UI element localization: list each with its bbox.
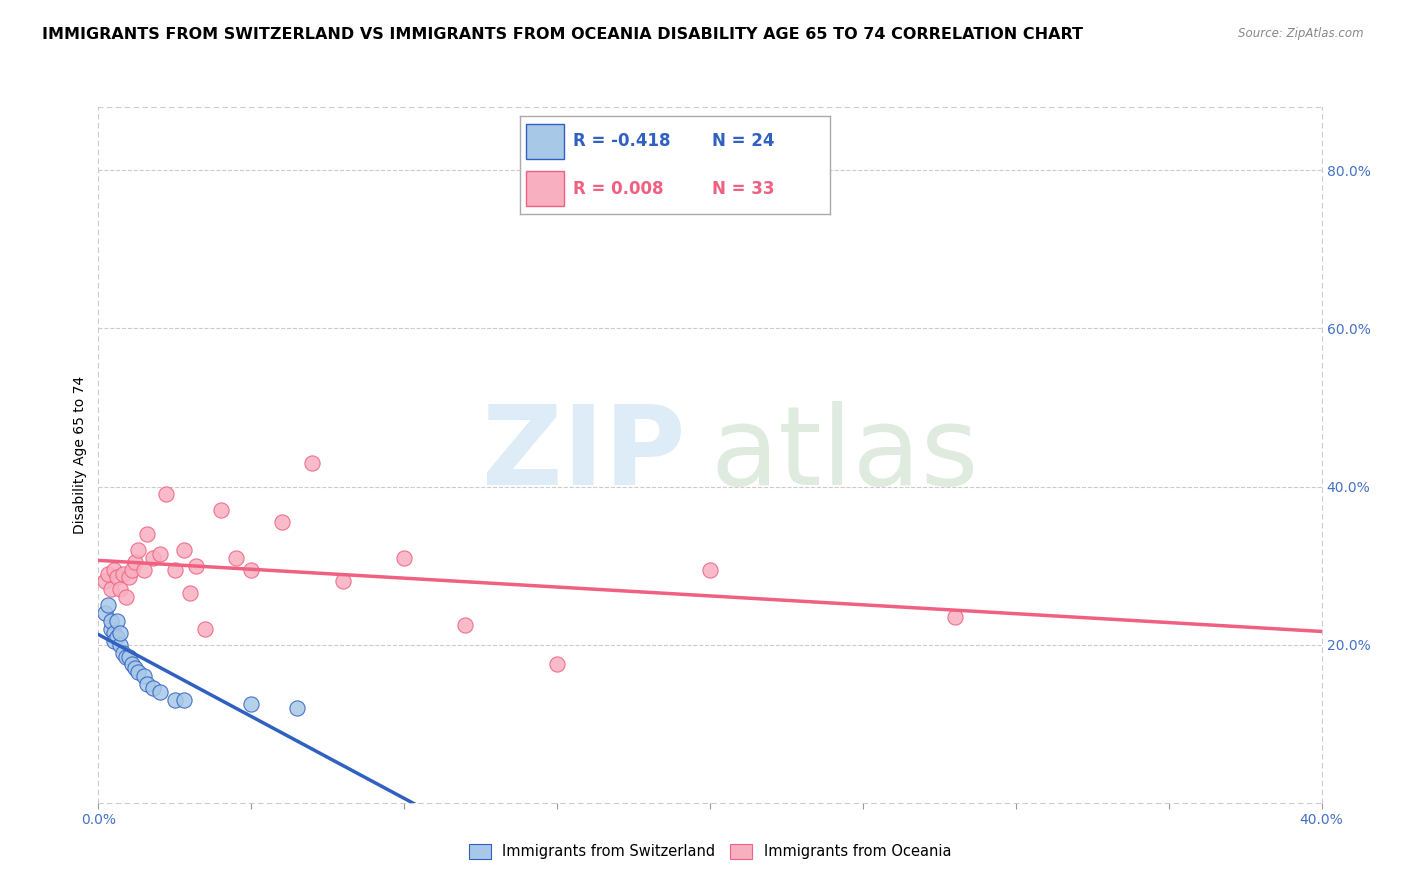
Point [105, 630, 128, 644]
Point [546, 657, 568, 672]
Point [943, 610, 966, 624]
Point [124, 661, 146, 675]
Point [103, 625, 125, 640]
Point [136, 677, 159, 691]
Point [209, 503, 232, 517]
Point [105, 614, 128, 628]
Point [392, 550, 416, 565]
Text: IMMIGRANTS FROM SWITZERLAND VS IMMIGRANTS FROM OCEANIA DISABILITY AGE 65 TO 74 C: IMMIGRANTS FROM SWITZERLAND VS IMMIGRANT… [42, 27, 1083, 42]
Point [108, 625, 131, 640]
Point [103, 633, 125, 648]
Point [111, 646, 134, 660]
Point [240, 563, 263, 577]
Point [173, 542, 195, 557]
Point [121, 657, 143, 672]
Point [127, 665, 149, 680]
Point [179, 586, 201, 600]
Point [97, 566, 120, 581]
Point [118, 649, 141, 664]
Point [108, 638, 131, 652]
Point [103, 563, 125, 577]
Point [115, 649, 138, 664]
Point [186, 558, 208, 573]
Point [301, 456, 323, 470]
Point [111, 566, 134, 581]
Point [285, 701, 308, 715]
Point [225, 550, 247, 565]
Point [134, 563, 156, 577]
Text: N = 33: N = 33 [711, 179, 775, 197]
Point [97, 598, 120, 612]
Point [136, 527, 159, 541]
Point [454, 618, 477, 632]
Text: Source: ZipAtlas.com: Source: ZipAtlas.com [1239, 27, 1364, 40]
Point [149, 685, 172, 699]
Bar [526, 171, 564, 206]
Point [163, 563, 186, 577]
Text: R = -0.418: R = -0.418 [572, 133, 671, 151]
Point [240, 697, 263, 711]
Point [173, 693, 195, 707]
Point [149, 547, 172, 561]
Y-axis label: Disability Age 65 to 74: Disability Age 65 to 74 [73, 376, 87, 534]
Point [93, 574, 115, 589]
Text: N = 24: N = 24 [711, 133, 775, 151]
Point [155, 487, 177, 501]
Bar [526, 124, 564, 159]
Point [121, 563, 143, 577]
Point [108, 582, 131, 597]
Text: atlas: atlas [710, 401, 979, 508]
Point [100, 622, 122, 636]
Point [127, 542, 149, 557]
Point [134, 669, 156, 683]
Legend: Immigrants from Switzerland, Immigrants from Oceania: Immigrants from Switzerland, Immigrants … [463, 838, 957, 865]
Point [100, 614, 122, 628]
Point [115, 591, 138, 605]
Point [194, 622, 217, 636]
Point [124, 555, 146, 569]
Point [163, 693, 186, 707]
Point [332, 574, 354, 589]
Point [699, 563, 721, 577]
Point [270, 515, 292, 529]
Point [100, 582, 122, 597]
Text: ZIP: ZIP [482, 401, 686, 508]
Point [93, 606, 115, 620]
Point [105, 570, 128, 584]
Point [118, 570, 141, 584]
Point [142, 681, 165, 695]
Point [142, 550, 165, 565]
Text: R = 0.008: R = 0.008 [572, 179, 664, 197]
